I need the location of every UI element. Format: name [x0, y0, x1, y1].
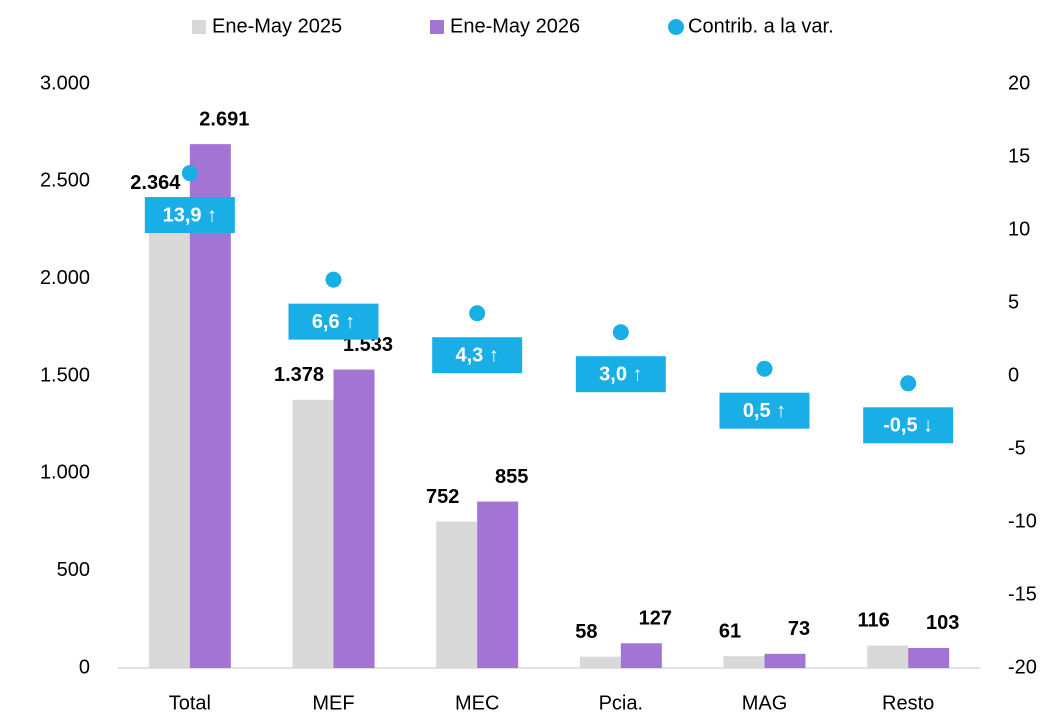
y2-tick-label: 20 — [1008, 72, 1030, 94]
contrib-box — [719, 392, 810, 429]
y-tick-label: 1.500 — [40, 364, 90, 386]
value-label: 58 — [575, 621, 597, 643]
bar — [764, 653, 806, 668]
y-tick-label: 2.000 — [40, 267, 90, 289]
x-tick-label: MEF — [312, 692, 354, 714]
bar — [333, 369, 375, 668]
contrib-label: 6,6 ↑ — [312, 311, 355, 333]
value-label: 103 — [926, 612, 959, 634]
contrib-dot — [612, 324, 629, 341]
legend-marker — [192, 20, 206, 34]
y2-tick-label: 10 — [1008, 218, 1030, 240]
contrib-label: -0,5 ↓ — [883, 415, 933, 437]
contrib-box — [288, 303, 379, 340]
legend-marker — [668, 19, 684, 35]
bar — [292, 399, 334, 668]
bar — [908, 647, 950, 668]
contrib-dot — [900, 375, 917, 392]
y2-tick-label: 15 — [1008, 145, 1030, 167]
legend-label: Contrib. a la var. — [688, 15, 834, 37]
contrib-dot — [469, 305, 486, 322]
bar — [477, 501, 519, 668]
y2-tick-label: 5 — [1008, 291, 1019, 313]
bar — [436, 521, 478, 668]
y2-tick-label: -20 — [1008, 656, 1037, 678]
contrib-box — [863, 407, 954, 444]
x-tick-label: MEC — [455, 692, 499, 714]
y2-tick-label: -5 — [1008, 437, 1026, 459]
contrib-dot — [181, 165, 198, 182]
contrib-label: 3,0 ↑ — [599, 363, 642, 385]
contrib-box — [144, 197, 235, 234]
value-label: 1.378 — [274, 364, 324, 386]
legend-label: Ene-May 2025 — [212, 15, 342, 37]
legend-marker — [430, 20, 444, 34]
contrib-label: 13,9 ↑ — [163, 204, 217, 226]
value-label: 2.364 — [130, 172, 181, 194]
value-label: 2.691 — [199, 108, 249, 130]
value-label: 855 — [495, 466, 528, 488]
contrib-dot — [756, 360, 773, 377]
y-tick-label: 1.000 — [40, 462, 90, 484]
y2-tick-label: -10 — [1008, 510, 1037, 532]
legend-label: Ene-May 2026 — [450, 15, 580, 37]
contrib-box — [432, 337, 523, 374]
contrib-dot — [325, 271, 342, 288]
contrib-label: 0,5 ↑ — [743, 400, 786, 422]
value-label: 73 — [788, 618, 810, 640]
y-tick-label: 2.500 — [40, 170, 90, 192]
value-label: 61 — [719, 620, 741, 642]
value-label: 127 — [639, 608, 672, 630]
y2-tick-label: -15 — [1008, 583, 1037, 605]
contrib-label: 4,3 ↑ — [455, 345, 498, 367]
value-label: 752 — [426, 486, 459, 508]
bar — [148, 207, 190, 669]
x-tick-label: Total — [169, 692, 211, 714]
value-label: 116 — [858, 610, 890, 632]
x-tick-label: Resto — [882, 692, 934, 714]
x-tick-label: Pcia. — [599, 692, 643, 714]
bar — [579, 656, 621, 668]
bar — [723, 656, 765, 668]
y2-tick-label: 0 — [1008, 364, 1019, 386]
x-tick-label: MAG — [742, 692, 788, 714]
y-tick-label: 3.000 — [40, 72, 90, 94]
y-tick-label: 500 — [57, 559, 90, 581]
y-tick-label: 0 — [79, 656, 90, 678]
bar — [867, 645, 909, 668]
bar — [620, 643, 662, 668]
contrib-box — [575, 356, 666, 393]
